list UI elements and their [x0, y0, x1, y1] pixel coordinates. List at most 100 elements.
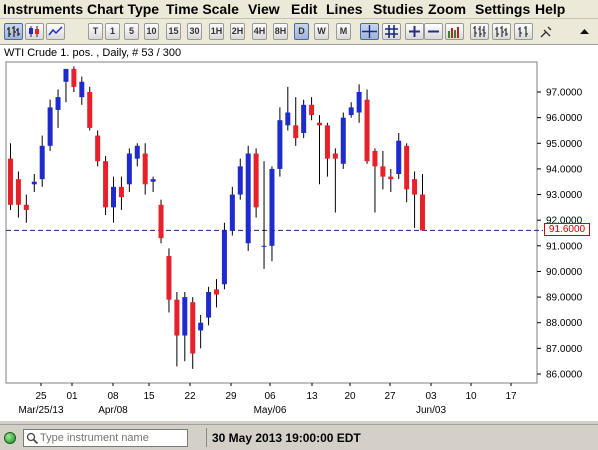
zoom-out-button[interactable]	[424, 23, 443, 40]
timeframe-8h-button[interactable]: 8H	[273, 23, 288, 40]
bars-compress-icon	[518, 26, 528, 37]
candle-body	[253, 153, 259, 208]
candle-body	[380, 166, 386, 177]
menu-view[interactable]: View	[248, 1, 280, 17]
menu-instruments[interactable]: Instruments	[3, 1, 84, 17]
menu-chart-type[interactable]: Chart Type	[87, 1, 160, 17]
timeframe-m-button[interactable]: M	[336, 23, 351, 40]
y-tick-label: 87.0000	[546, 344, 583, 355]
y-tick-label: 95.0000	[546, 139, 583, 150]
timeframe-1-button[interactable]: 1	[105, 23, 120, 40]
candle-body	[55, 97, 61, 110]
menu-edit[interactable]: Edit	[291, 1, 318, 17]
x-tick-label: 20	[344, 391, 356, 402]
candle-body	[95, 135, 101, 162]
candle-body	[87, 92, 93, 128]
fit-bars-button[interactable]	[470, 23, 489, 40]
candle-body	[388, 176, 394, 180]
chart-panel[interactable]	[0, 44, 598, 421]
y-tick-label: 92.0000	[546, 216, 583, 227]
draw-tool-button[interactable]	[538, 23, 555, 40]
candle-body	[396, 140, 402, 175]
timeframe-10-button[interactable]: 10	[144, 23, 159, 40]
candle-body	[404, 145, 410, 190]
candle-body	[332, 153, 338, 159]
candle-body	[261, 245, 267, 247]
timeframe-1h-button[interactable]: 1H	[209, 23, 224, 40]
timeframe-30-button[interactable]: 30	[187, 23, 202, 40]
x-tick-label: 25	[35, 391, 47, 402]
candle-body	[277, 120, 283, 169]
timeframe-w-button[interactable]: W	[314, 23, 329, 40]
y-tick-label: 94.0000	[546, 164, 583, 175]
current-price-label: 91.6000	[544, 223, 590, 236]
y-tick-label: 93.0000	[546, 190, 583, 201]
month-label: Apr/08	[98, 405, 128, 416]
instrument-search-input[interactable]	[40, 431, 185, 445]
menu-lines[interactable]: Lines	[326, 1, 363, 17]
x-tick-label: 06	[264, 391, 276, 402]
instrument-search-field[interactable]	[23, 429, 188, 447]
pencil-arrow-icon	[540, 26, 552, 38]
candle-body	[142, 153, 148, 185]
status-datetime: 30 May 2013 19:00:00 EDT	[212, 431, 361, 445]
y-tick-label: 91.0000	[546, 241, 583, 252]
compress-bars-button[interactable]	[514, 23, 533, 40]
timeframe-15-button[interactable]: 15	[166, 23, 181, 40]
candle-body	[166, 256, 172, 300]
y-tick-label: 88.0000	[546, 318, 583, 329]
price-chart[interactable]: 97.0000 96.0000 95.0000 94.0000 93.0000 92.00…	[0, 44, 598, 421]
candle-body	[221, 230, 227, 285]
x-tick-label: 22	[184, 391, 196, 402]
x-tick-label: 13	[306, 391, 318, 402]
x-tick-label: 01	[66, 391, 78, 402]
candle-body	[364, 99, 370, 162]
menu-time-scale[interactable]: Time Scale	[166, 1, 239, 17]
x-tick-label: 15	[143, 391, 155, 402]
candle-body	[182, 297, 188, 336]
menu-zoom[interactable]: Zoom	[428, 1, 467, 17]
x-tick-label: 10	[465, 391, 477, 402]
candle-body	[39, 145, 45, 180]
timeframe-4h-button[interactable]: 4H	[252, 23, 267, 40]
bar-chart-type-button[interactable]	[4, 23, 23, 40]
candle-body	[301, 104, 307, 134]
toolbar-expand-button[interactable]	[576, 23, 593, 40]
candle-chart-type-button[interactable]	[25, 23, 44, 40]
plot-frame	[5, 61, 538, 384]
timeframe-2h-button[interactable]: 2H	[230, 23, 245, 40]
volume-bars-icon	[448, 27, 459, 38]
bars-scroll-icon	[495, 26, 508, 37]
toolbar: T 1 5 10 15 30 1H 2H 4H 8H D W M	[0, 19, 598, 45]
month-label: Jun/03	[416, 405, 446, 416]
x-tick-label: 03	[425, 391, 437, 402]
candle-body	[15, 179, 21, 205]
timeframe-5-button[interactable]: 5	[124, 23, 139, 40]
zoom-in-button[interactable]	[405, 23, 424, 40]
candle-body	[420, 194, 425, 231]
timeframe-d-button[interactable]: D	[294, 23, 309, 40]
y-tick-label: 90.0000	[546, 267, 583, 278]
candle-body	[340, 117, 346, 164]
grid-button[interactable]	[382, 23, 401, 40]
candle-body	[118, 186, 124, 198]
search-icon	[26, 432, 39, 445]
candle-body	[79, 81, 85, 98]
crosshair-button[interactable]	[360, 23, 379, 40]
menu-settings[interactable]: Settings	[475, 1, 531, 17]
scroll-bars-button[interactable]	[492, 23, 511, 40]
menu-help[interactable]: Help	[535, 1, 566, 17]
chart-title: WTI Crude 1. pos. , Daily, # 53 / 300	[4, 47, 182, 59]
grid-icon	[385, 25, 398, 38]
candle-body	[269, 168, 275, 246]
x-tick-label: 27	[384, 391, 396, 402]
menu-studies[interactable]: Studies	[373, 1, 424, 17]
volume-button[interactable]	[445, 23, 464, 40]
line-chart-type-button[interactable]	[46, 23, 65, 40]
candle-body	[174, 299, 180, 336]
candle-body	[31, 181, 37, 185]
timeframe-t-button[interactable]: T	[88, 23, 103, 40]
bars-arrows-icon	[473, 26, 486, 37]
candle-body	[229, 194, 235, 231]
month-label: Mar/25/13	[18, 405, 63, 416]
